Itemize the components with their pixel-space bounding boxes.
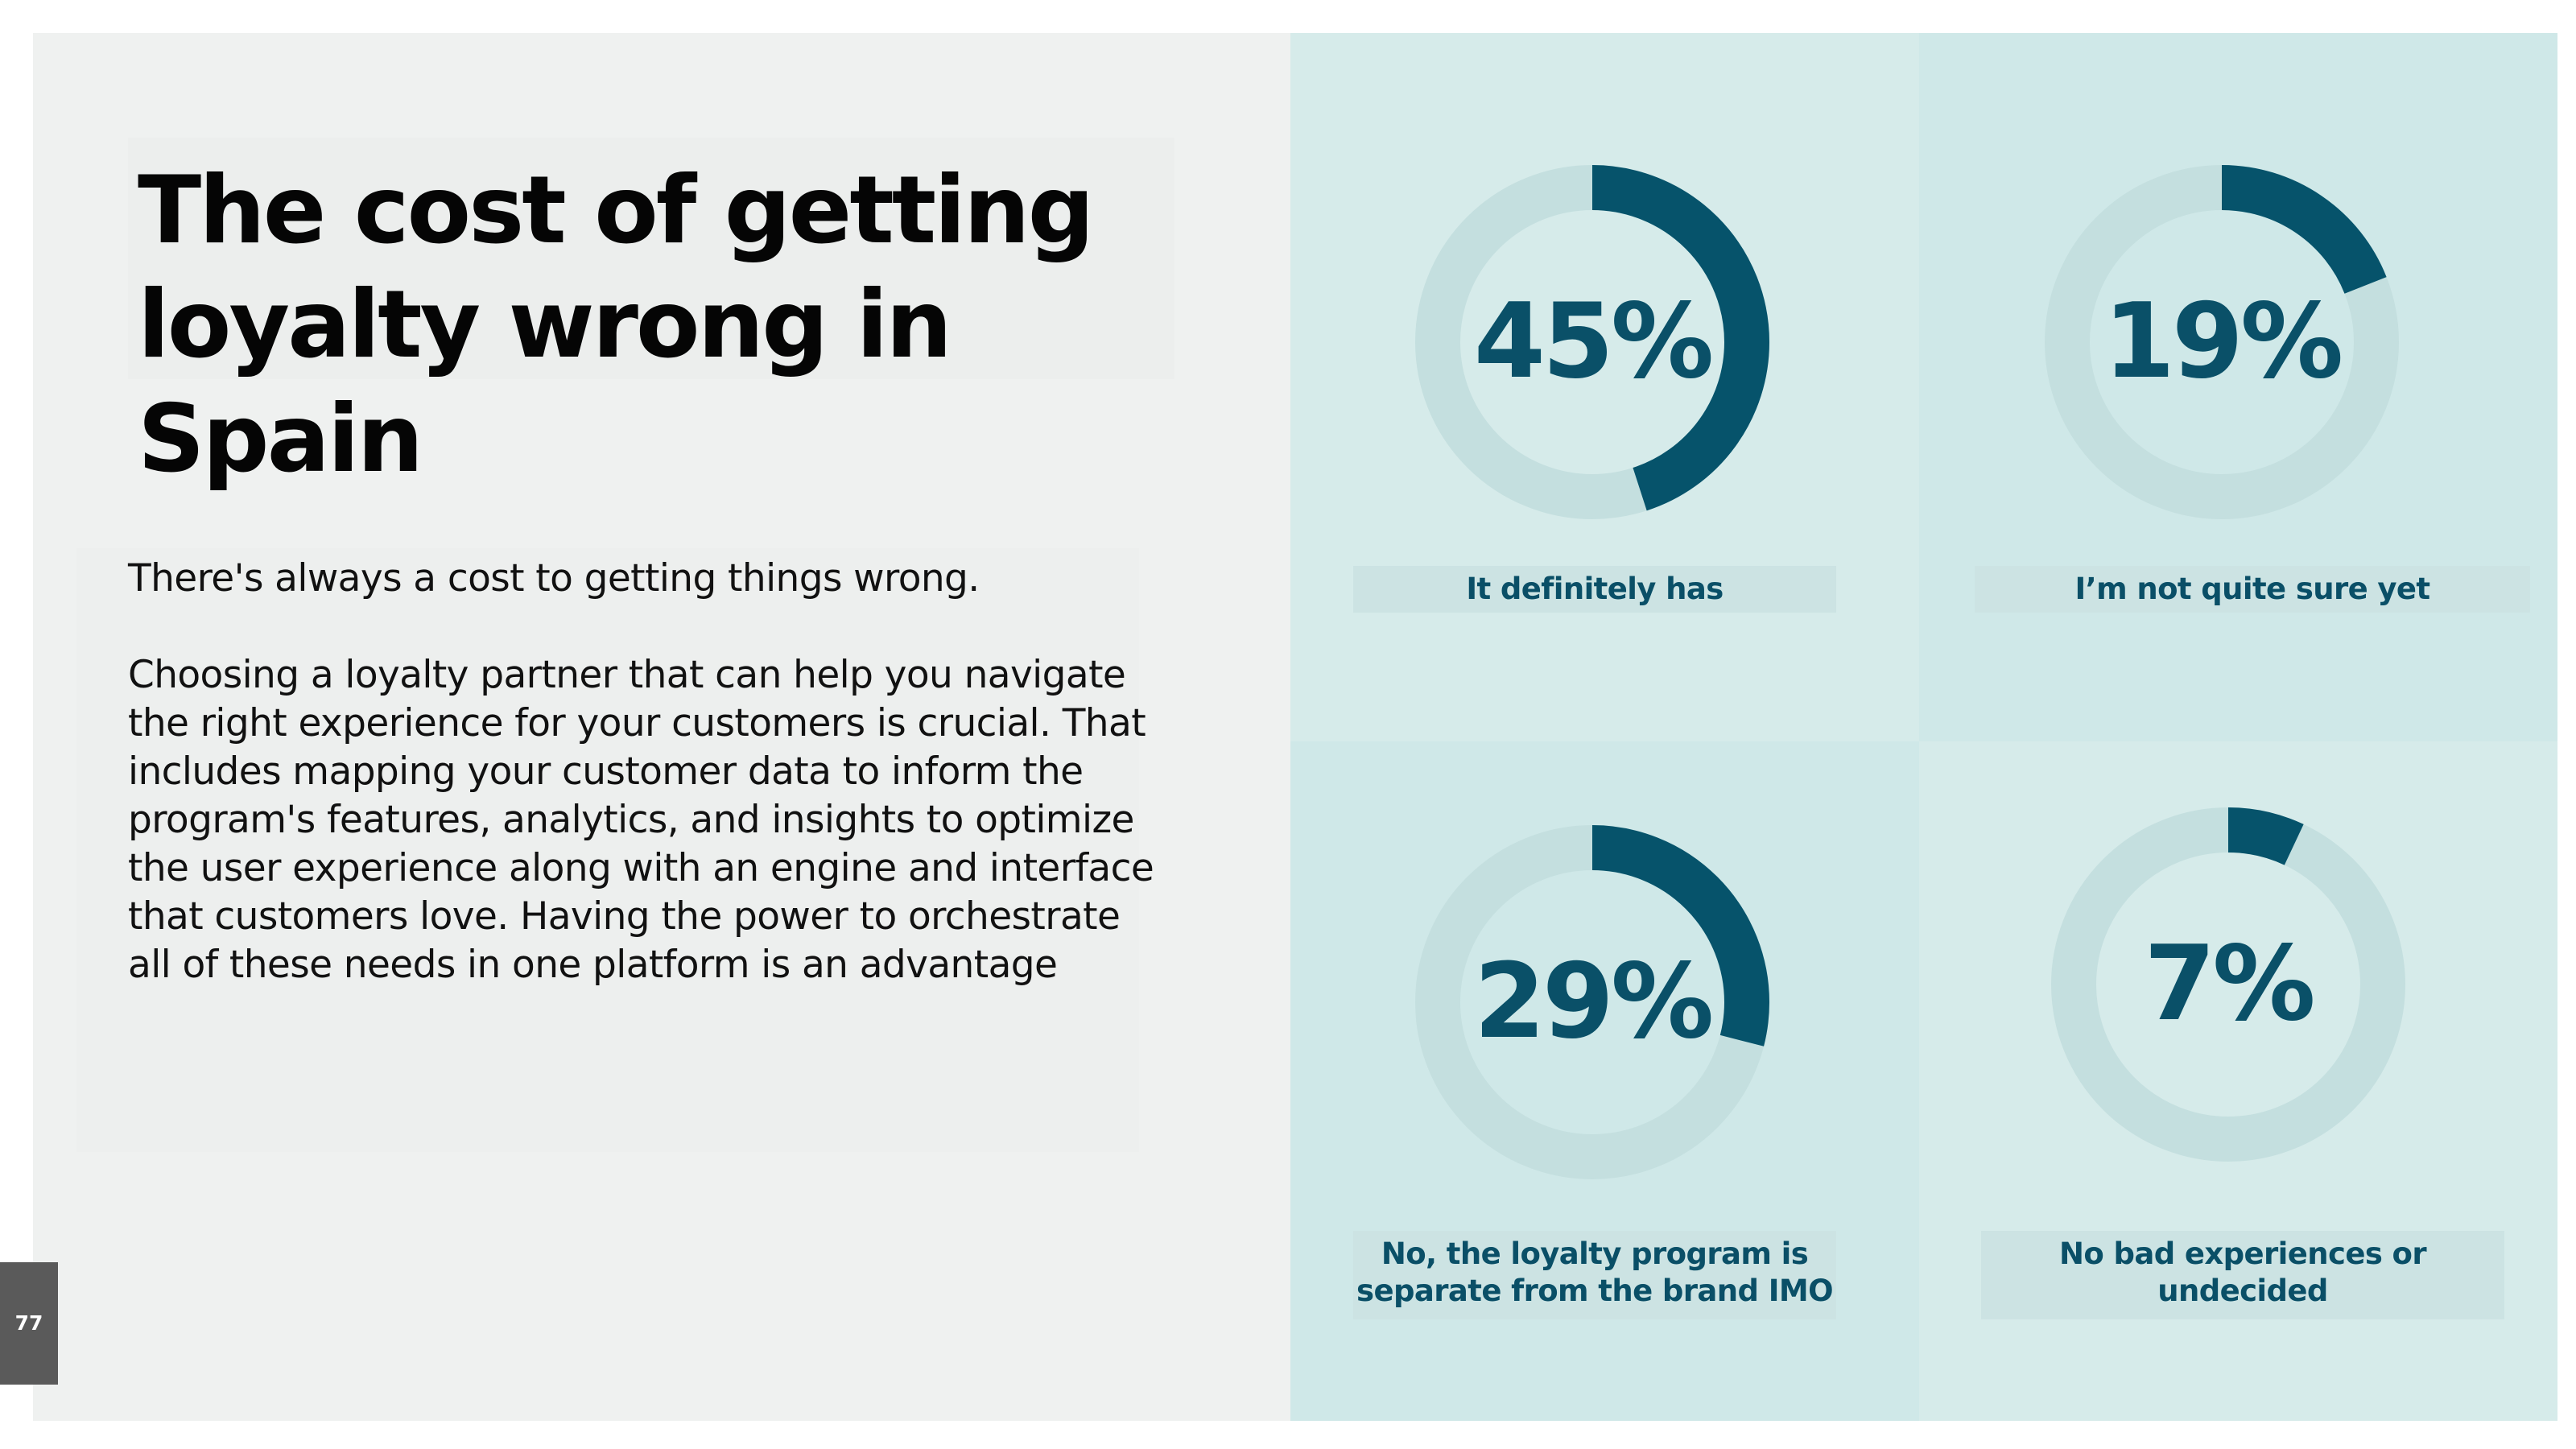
stat-label-4: No bad experiences or undecided — [2059, 1236, 2427, 1308]
stat-value-1: 45% — [1473, 282, 1714, 402]
body-text: There's always a cost to getting things … — [128, 555, 1166, 989]
label-box-2 — [1975, 566, 2530, 613]
stat-value-3: 29% — [1473, 942, 1714, 1062]
stat-panel-1 — [1290, 33, 1919, 741]
donut-arc-3 — [1415, 825, 1769, 1179]
donut-svg-1 — [1415, 165, 1769, 519]
stat-value-2: 19% — [2103, 282, 2343, 402]
stat-label-2: I’m not quite sure yet — [2074, 572, 2430, 606]
label-box-4 — [1981, 1231, 2504, 1319]
slide: The cost of getting loyalty wrong in Spa… — [33, 33, 2557, 1421]
stat-value-4: 7% — [2144, 924, 2315, 1044]
donut-arc-1 — [1415, 165, 1769, 519]
page-number-badge: 77 — [0, 1262, 58, 1385]
donut-svg-3 — [1415, 825, 1769, 1179]
stat-panel-2 — [1919, 33, 2557, 741]
body-intro: There's always a cost to getting things … — [128, 556, 980, 601]
page-title: The cost of getting loyalty wrong in Spa… — [138, 156, 1095, 493]
stat-label-1: It definitely has — [1466, 572, 1724, 606]
body-box — [76, 548, 1139, 1152]
donut-svg-4 — [2051, 807, 2405, 1162]
donut-arc-4 — [2051, 807, 2405, 1162]
stat-label-3: No, the loyalty program is separate from… — [1356, 1236, 1834, 1308]
donut-arc-2 — [2045, 165, 2399, 519]
donut-chart-4: 7% — [2051, 807, 2405, 1162]
donut-svg-2 — [2045, 165, 2399, 519]
donut-chart-1: 45% — [1415, 165, 1769, 519]
body-paragraph: Choosing a loyalty partner that can help… — [128, 653, 1154, 987]
label-box-1 — [1353, 566, 1836, 613]
label-box-3 — [1353, 1231, 1836, 1319]
donut-chart-3: 29% — [1415, 825, 1769, 1179]
title-box — [128, 138, 1174, 379]
donut-chart-2: 19% — [2045, 165, 2399, 519]
